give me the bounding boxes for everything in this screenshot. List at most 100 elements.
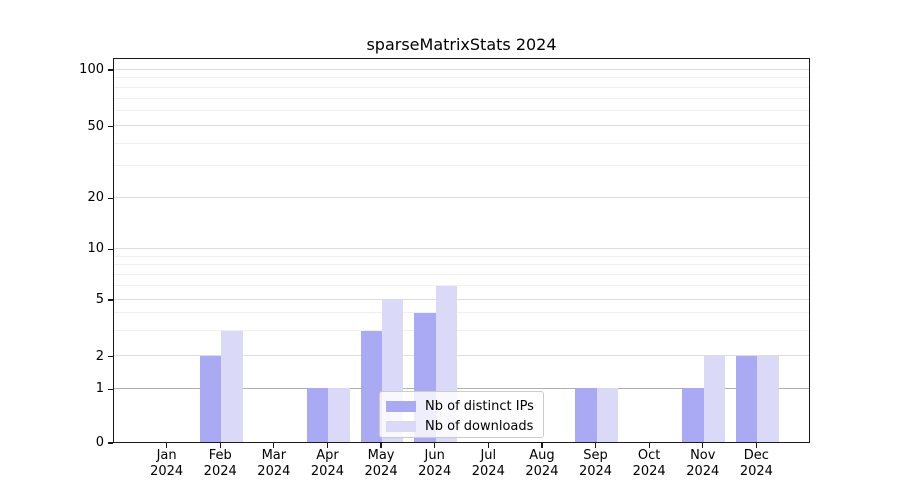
y-tick-label: 2 bbox=[95, 348, 104, 364]
x-tick-mark bbox=[648, 443, 650, 448]
legend-row-distinct-ips: Nb of distinct IPs bbox=[386, 396, 543, 416]
x-tick-month: Jul bbox=[480, 448, 497, 463]
gridline-minor bbox=[114, 110, 809, 112]
y-tick-mark bbox=[108, 126, 113, 128]
x-tick-label: Oct 2024 bbox=[619, 448, 679, 480]
gridline-minor bbox=[114, 330, 809, 332]
gridline-minor bbox=[114, 77, 809, 79]
bar-distinct-ips-nov bbox=[682, 388, 704, 442]
x-tick-year: 2024 bbox=[418, 464, 452, 479]
gridline-minor bbox=[114, 273, 809, 275]
x-tick-mark bbox=[702, 443, 704, 448]
x-tick-month: Jan bbox=[156, 448, 177, 463]
x-tick-label: Nov 2024 bbox=[673, 448, 733, 480]
gridline-major bbox=[114, 387, 809, 389]
bar-distinct-ips-feb bbox=[199, 355, 222, 442]
y-tick-mark bbox=[108, 356, 113, 358]
x-tick-mark bbox=[434, 443, 436, 448]
x-tick-label: Apr 2024 bbox=[297, 448, 357, 480]
x-tick-year: 2024 bbox=[471, 464, 505, 479]
legend-label-downloads: Nb of downloads bbox=[425, 418, 534, 434]
y-tick-label: 1 bbox=[95, 381, 104, 397]
y-tick-label: 0 bbox=[95, 435, 104, 450]
x-tick-mark bbox=[326, 443, 329, 448]
x-tick-label: Dec 2024 bbox=[726, 448, 786, 480]
x-tick-year: 2024 bbox=[739, 464, 773, 479]
x-tick-label: Sep 2024 bbox=[566, 448, 626, 480]
gridline-minor bbox=[114, 86, 809, 88]
x-tick-year: 2024 bbox=[632, 464, 666, 479]
bar-distinct-ips-sep bbox=[575, 388, 597, 442]
x-tick-label: Feb 2024 bbox=[190, 448, 250, 480]
x-tick-label: Aug 2024 bbox=[512, 448, 572, 480]
x-tick-year: 2024 bbox=[686, 464, 720, 479]
x-tick-year: 2024 bbox=[310, 464, 344, 479]
x-tick-month: Jun bbox=[424, 448, 445, 463]
x-tick-month: Feb bbox=[208, 448, 232, 463]
x-tick-mark bbox=[166, 443, 168, 448]
x-tick-year: 2024 bbox=[525, 464, 559, 479]
y-tick-label: 10 bbox=[87, 241, 104, 257]
gridline-minor bbox=[114, 312, 809, 314]
x-tick-month: Oct bbox=[637, 448, 661, 463]
gridline-minor bbox=[114, 97, 809, 99]
x-tick-mark bbox=[594, 443, 597, 448]
x-tick-mark bbox=[487, 443, 489, 448]
bar-downloads-nov bbox=[703, 355, 726, 442]
x-tick-label: Mar 2024 bbox=[244, 448, 304, 480]
x-tick-month: Aug bbox=[529, 448, 555, 463]
bar-distinct-ips-dec bbox=[736, 355, 758, 442]
gridline-major bbox=[114, 125, 809, 127]
bar-downloads-feb bbox=[221, 330, 243, 442]
x-tick-mark bbox=[755, 443, 757, 448]
gridline-major bbox=[114, 355, 809, 357]
x-tick-year: 2024 bbox=[257, 464, 291, 479]
y-tick-label: 50 bbox=[87, 118, 104, 134]
x-tick-month: Dec bbox=[743, 448, 769, 463]
legend-swatch-distinct-ips bbox=[386, 400, 416, 412]
x-tick-year: 2024 bbox=[203, 464, 237, 479]
gridline-major bbox=[114, 68, 809, 70]
x-tick-year: 2024 bbox=[578, 464, 613, 479]
x-tick-mark bbox=[273, 443, 275, 448]
y-tick-mark bbox=[108, 197, 113, 199]
gridline-minor bbox=[114, 285, 809, 287]
chart-title: sparseMatrixStats 2024 bbox=[366, 35, 557, 54]
gridline-minor bbox=[114, 142, 809, 144]
x-tick-label: Jun 2024 bbox=[405, 448, 465, 480]
legend-swatch-downloads bbox=[386, 420, 416, 432]
x-tick-month: Nov bbox=[690, 448, 716, 463]
x-tick-year: 2024 bbox=[150, 464, 184, 479]
bar-downloads-sep bbox=[596, 388, 618, 442]
bar-distinct-ips-may bbox=[360, 330, 383, 442]
y-tick-mark bbox=[108, 388, 113, 390]
x-tick-mark bbox=[380, 443, 382, 448]
x-tick-month: Apr bbox=[316, 448, 339, 463]
x-tick-year: 2024 bbox=[364, 464, 398, 479]
bar-downloads-dec bbox=[757, 355, 779, 442]
y-tick-mark bbox=[108, 248, 113, 250]
x-tick-month: Sep bbox=[583, 448, 608, 463]
plot-area bbox=[113, 58, 810, 443]
bar-downloads-apr bbox=[328, 388, 350, 442]
x-tick-label: May 2024 bbox=[351, 448, 411, 480]
gridline-major bbox=[114, 196, 809, 198]
y-tick-label: 20 bbox=[87, 190, 104, 206]
y-tick-mark bbox=[108, 299, 113, 301]
gridline-major bbox=[114, 247, 809, 249]
legend: Nb of distinct IPs Nb of downloads bbox=[379, 391, 544, 438]
gridline-minor bbox=[114, 264, 809, 266]
x-tick-label: Jul 2024 bbox=[458, 448, 518, 480]
x-tick-month: May bbox=[367, 448, 395, 463]
gridline-major bbox=[114, 298, 809, 300]
y-tick-mark bbox=[108, 69, 113, 71]
x-tick-mark bbox=[541, 443, 543, 448]
x-tick-label: Jan 2024 bbox=[137, 448, 197, 480]
y-tick-label: 5 bbox=[95, 292, 104, 307]
x-tick-month: Mar bbox=[261, 448, 287, 463]
gridline-minor bbox=[114, 255, 809, 257]
legend-row-downloads: Nb of downloads bbox=[386, 416, 543, 436]
y-tick-mark bbox=[108, 442, 113, 444]
x-tick-mark bbox=[219, 443, 221, 448]
